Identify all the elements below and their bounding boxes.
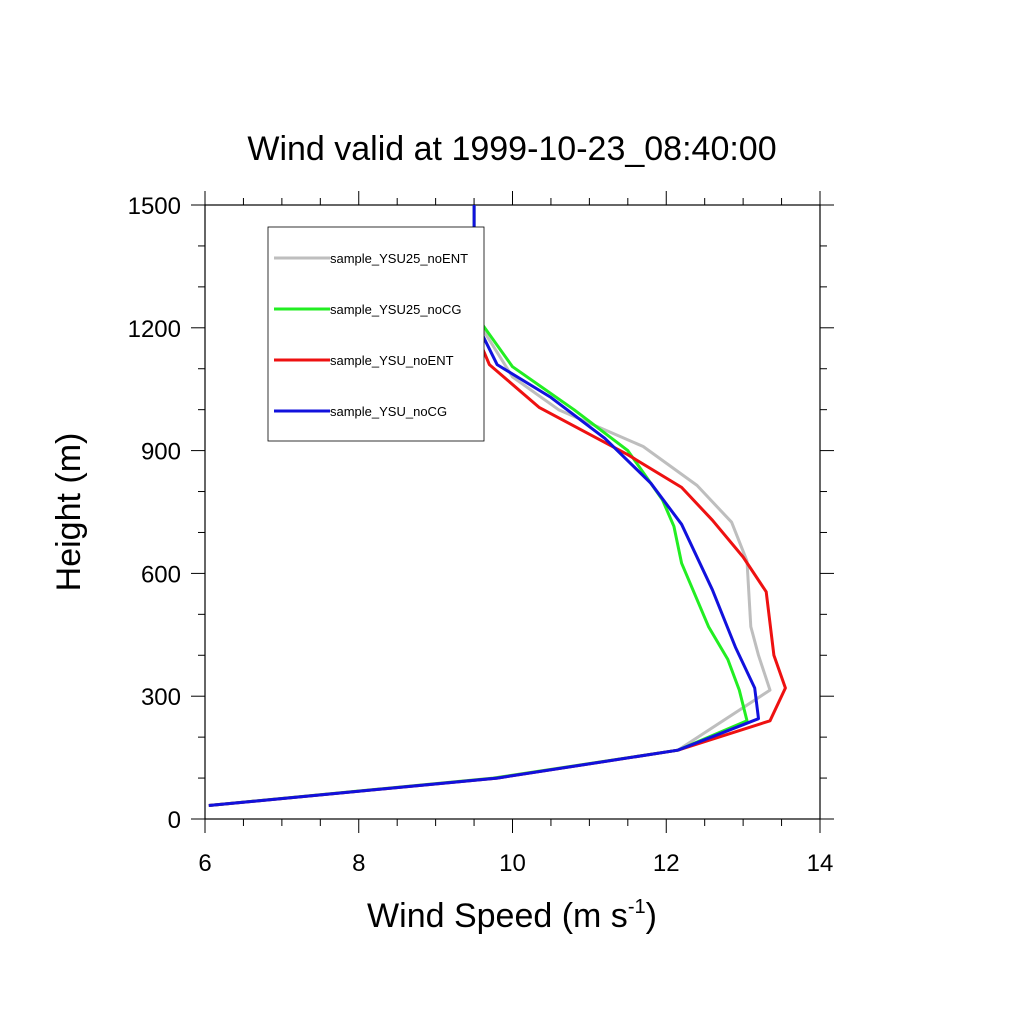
y-tick-label: 300 — [141, 684, 181, 711]
y-tick-label: 0 — [168, 807, 181, 834]
legend-label-2: sample_YSU25_noCG — [330, 302, 462, 317]
series-line-3 — [208, 282, 787, 807]
y-tick-label: 1500 — [128, 193, 181, 220]
y-tick-label: 900 — [141, 439, 181, 466]
x-tick-label: 12 — [653, 850, 680, 877]
series-line-1 — [208, 205, 772, 807]
legend-box — [267, 226, 485, 442]
y-tick-label: 1200 — [128, 316, 181, 343]
x-tick-label: 8 — [352, 850, 365, 877]
x-axis-label: Wind Speed (m s-1) — [367, 896, 657, 935]
x-tick-label: 6 — [198, 850, 211, 877]
y-tick-label: 600 — [141, 561, 181, 588]
x-tick-label: 10 — [499, 850, 526, 877]
axis-ticks: 6 8 10 12 14 0 300 600 900 1200 1500 — [128, 191, 834, 877]
legend-label-1: sample_YSU25_noENT — [330, 251, 468, 266]
y-axis-label: Height (m) — [50, 433, 88, 592]
x-axis-label-main: Wind Speed (m s — [367, 897, 628, 935]
legend-label-3: sample_YSU_noENT — [330, 353, 454, 368]
x-tick-label: 14 — [807, 850, 834, 877]
chart-title: Wind valid at 1999-10-23_08:40:00 — [247, 130, 776, 168]
legend: sample_YSU25_noENT sample_YSU25_noCGsampl… — [267, 226, 485, 442]
x-axis-label-suffix: ) — [646, 897, 657, 935]
x-axis-label-superscript: -1 — [628, 896, 646, 918]
legend-label-4: sample_YSU_noCG — [330, 404, 447, 419]
